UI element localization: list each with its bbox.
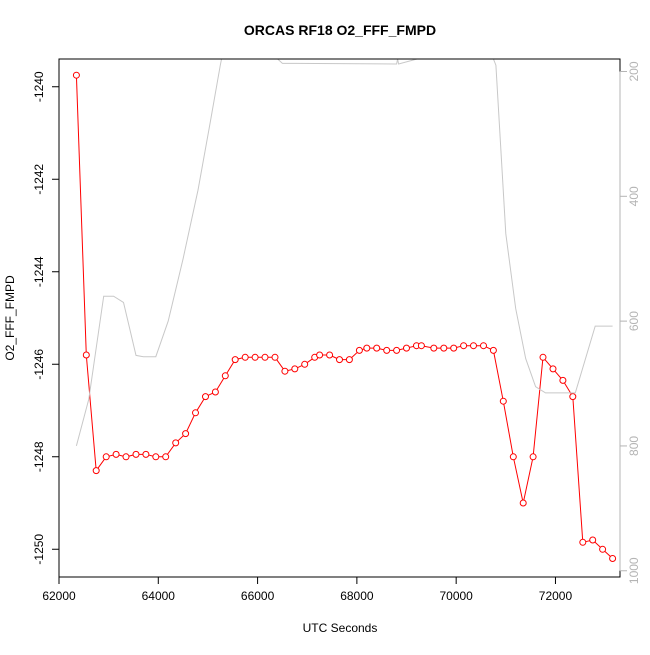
series-0-point bbox=[539, 353, 547, 361]
series-0-point bbox=[326, 351, 334, 359]
y-tick-label: -1242 bbox=[32, 164, 46, 195]
y2-tick-label: 600 bbox=[627, 311, 641, 331]
series-0-point bbox=[355, 346, 363, 354]
series-0-point bbox=[609, 555, 617, 562]
series-0-point bbox=[519, 499, 527, 507]
x-tick-label: 66000 bbox=[241, 589, 275, 603]
series-0-point bbox=[211, 388, 219, 396]
series-0-point bbox=[403, 344, 410, 352]
series-0-point bbox=[480, 342, 487, 350]
series-0-point bbox=[172, 439, 180, 447]
series-0-point bbox=[231, 356, 239, 364]
series-0-point bbox=[460, 342, 468, 350]
series-0-point bbox=[336, 356, 343, 364]
x-tick-label: 70000 bbox=[439, 589, 473, 603]
series-0-point bbox=[599, 545, 607, 553]
series-0-point bbox=[152, 453, 160, 461]
plot-clipped-group bbox=[72, 59, 617, 562]
series-0-point bbox=[301, 360, 309, 368]
series-0-point bbox=[291, 365, 299, 373]
series-0-point bbox=[559, 376, 567, 384]
series-0-point bbox=[440, 344, 448, 352]
series-0-point bbox=[450, 344, 458, 352]
series-0-point bbox=[489, 346, 497, 354]
x-tick-label: 68000 bbox=[340, 589, 374, 603]
x-tick-label: 62000 bbox=[42, 589, 76, 603]
y2-tick-label: 800 bbox=[627, 436, 641, 456]
series-0-point bbox=[470, 342, 477, 350]
series-0-point bbox=[241, 353, 249, 361]
series-0-point bbox=[316, 351, 324, 359]
series-0-point bbox=[430, 344, 438, 352]
series-0-point bbox=[102, 453, 110, 461]
series-0-point bbox=[182, 430, 190, 438]
y2-tick-label: 200 bbox=[627, 61, 641, 81]
x-axis-label: UTC Seconds bbox=[303, 621, 378, 635]
series-0-point bbox=[202, 393, 209, 401]
series-0-point bbox=[271, 353, 279, 361]
series-0-point bbox=[72, 71, 80, 79]
y-tick-label: -1244 bbox=[32, 256, 46, 287]
series-1-line bbox=[75, 59, 613, 447]
plot-area: 62000 64000 66000 68000 70000 72000 -1240 -1242… bbox=[32, 58, 641, 603]
series-0-point bbox=[579, 538, 587, 546]
series-0-point bbox=[261, 353, 269, 361]
series-0-point bbox=[417, 342, 425, 350]
series-0-point bbox=[499, 397, 507, 405]
x-tick-label: 64000 bbox=[142, 589, 176, 603]
series-0-point bbox=[589, 536, 597, 544]
series-0-point bbox=[363, 344, 371, 352]
series-0-point bbox=[251, 353, 259, 361]
x-tick-label: 72000 bbox=[539, 589, 573, 603]
series-0-point bbox=[192, 409, 199, 417]
series-0-point bbox=[529, 453, 537, 461]
series-0-point bbox=[82, 351, 90, 359]
series-0-point bbox=[92, 467, 100, 475]
y2-tick-label: 400 bbox=[627, 186, 641, 206]
series-0-point bbox=[569, 393, 577, 401]
series-0-point bbox=[162, 453, 170, 461]
series-0-point bbox=[345, 356, 353, 364]
y-tick-label: -1248 bbox=[32, 441, 46, 472]
series-0-point bbox=[221, 372, 229, 380]
y-tick-label: -1240 bbox=[32, 71, 46, 102]
series-0-point bbox=[142, 450, 150, 458]
series-0-point bbox=[132, 450, 140, 458]
y-axis-label: O2_FFF_FMPD bbox=[3, 275, 17, 361]
series-0-point bbox=[383, 346, 391, 354]
chart-title: ORCAS RF18 O2_FFF_FMPD bbox=[244, 22, 436, 38]
series-0-point bbox=[373, 344, 381, 352]
y-tick-label: -1250 bbox=[32, 534, 46, 565]
series-0-point bbox=[393, 346, 401, 354]
y2-tick-label: 1000 bbox=[627, 557, 641, 584]
series-0-point bbox=[509, 453, 517, 461]
series-0-point bbox=[281, 367, 289, 375]
series-0-point bbox=[112, 450, 120, 458]
series-0-point bbox=[549, 365, 557, 373]
y-tick-label: -1246 bbox=[32, 349, 46, 380]
series-0-point bbox=[122, 453, 130, 461]
